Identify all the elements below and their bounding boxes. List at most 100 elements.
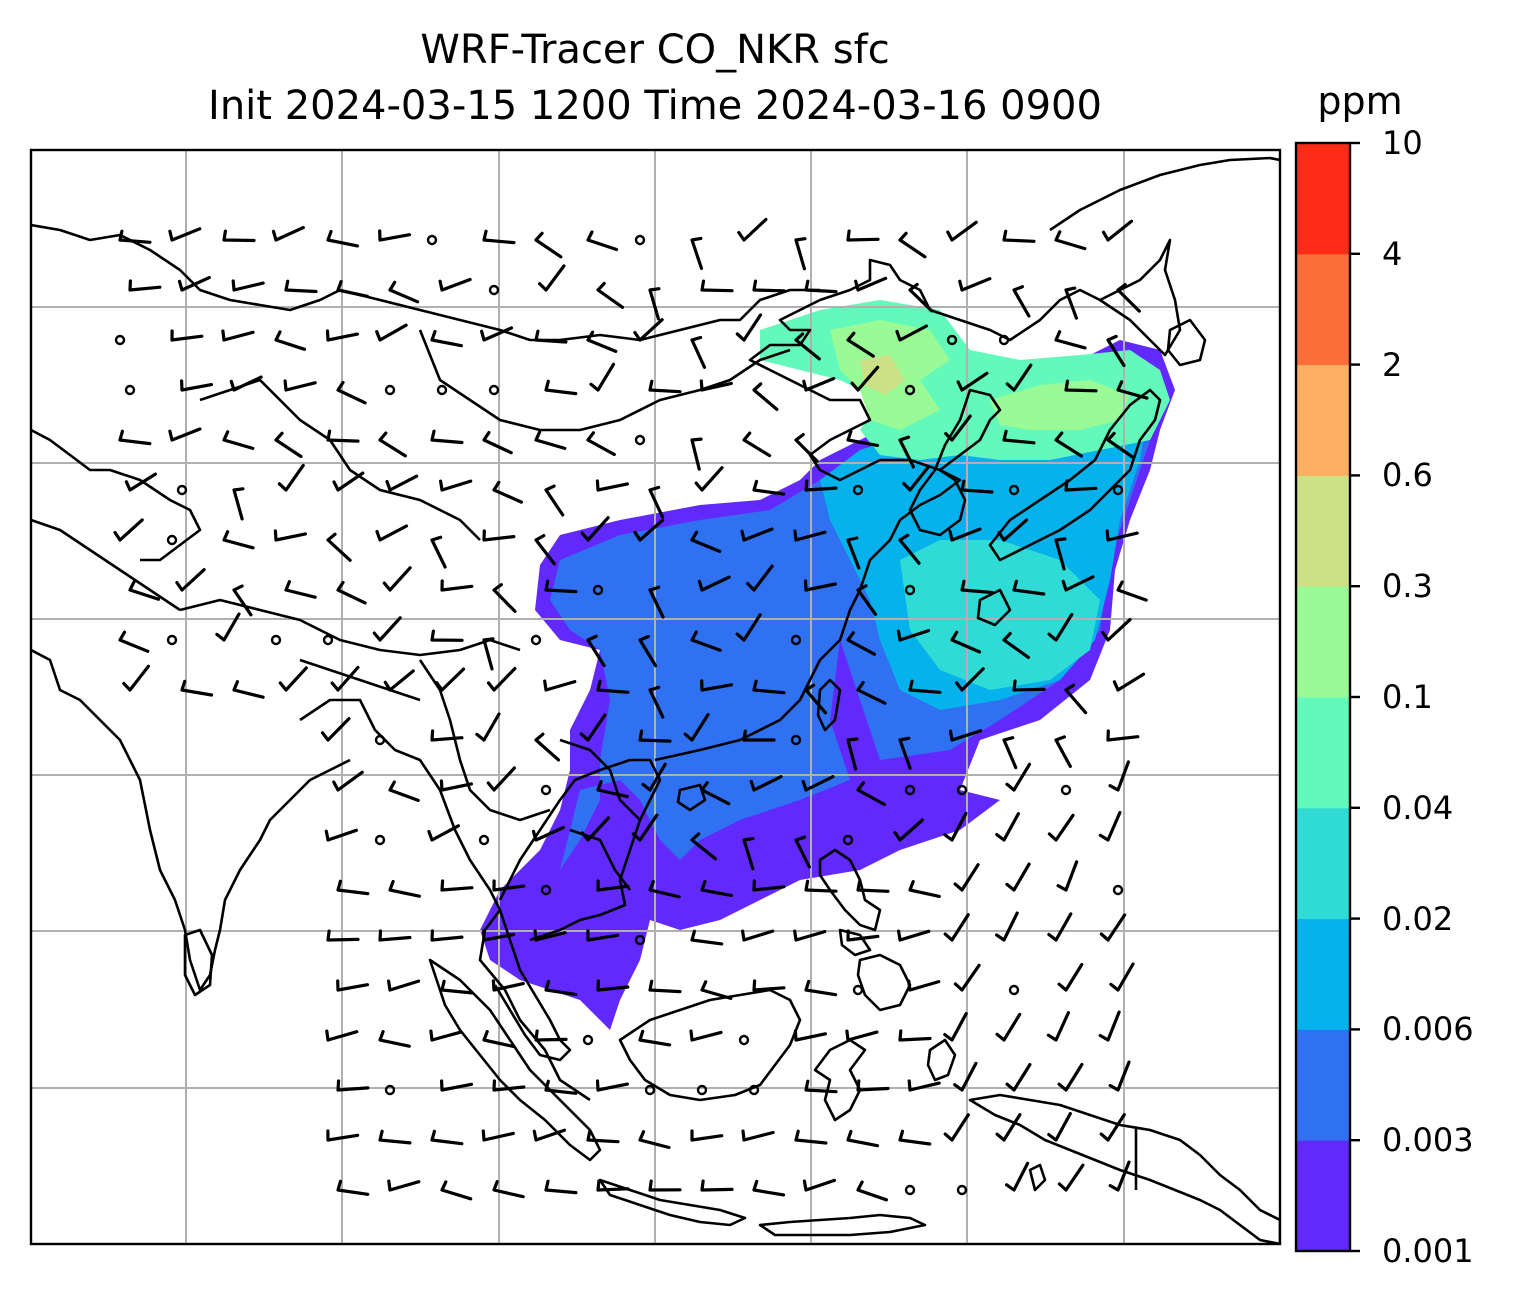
wind-barb bbox=[534, 1029, 568, 1042]
wind-barb bbox=[435, 667, 466, 692]
wind-barb bbox=[802, 376, 836, 392]
coast-halmahera bbox=[926, 1038, 957, 1082]
wind-barb bbox=[995, 1012, 1022, 1042]
wind-barb bbox=[948, 729, 983, 742]
wind-barb bbox=[118, 229, 152, 244]
wind-barb bbox=[531, 826, 565, 842]
wind-barb bbox=[944, 414, 972, 442]
wind-barb bbox=[1061, 575, 1095, 592]
calm-wind-marker bbox=[904, 784, 916, 796]
wind-barb bbox=[283, 379, 317, 392]
wind-barb bbox=[1057, 1163, 1085, 1192]
wind-barb bbox=[482, 229, 516, 245]
wind-barb bbox=[1002, 631, 1030, 659]
border-myanmar bbox=[418, 659, 551, 822]
wind-barb bbox=[580, 516, 610, 542]
wind-barb bbox=[943, 1012, 968, 1042]
wind-barb bbox=[648, 287, 661, 321]
wind-barb bbox=[641, 762, 667, 792]
wind-barb bbox=[336, 979, 370, 992]
wind-barb bbox=[430, 729, 464, 742]
wind-barb bbox=[746, 564, 774, 592]
wind-barb bbox=[1064, 683, 1088, 715]
coast-visayas bbox=[838, 928, 872, 957]
wind-barb bbox=[1054, 735, 1072, 768]
calm-wind-marker bbox=[634, 934, 646, 946]
wind-barb bbox=[752, 382, 779, 411]
coast-borneo bbox=[618, 988, 802, 1102]
wind-barb bbox=[752, 279, 786, 293]
wind-barb bbox=[846, 229, 880, 242]
wind-barb bbox=[804, 979, 838, 997]
colorbar-segment bbox=[1296, 586, 1350, 698]
wind-barb bbox=[648, 585, 665, 619]
wind-barb bbox=[492, 1079, 526, 1092]
wind-barb bbox=[854, 276, 888, 292]
wind-barb bbox=[482, 1030, 515, 1048]
coast-japan bbox=[988, 388, 1162, 562]
wind-barb bbox=[544, 579, 578, 594]
wind-barb bbox=[633, 318, 664, 342]
wind-barb bbox=[326, 532, 352, 562]
wind-barb bbox=[794, 1129, 828, 1145]
wind-barb bbox=[845, 1029, 879, 1042]
wind-barb bbox=[492, 583, 517, 613]
wind-barb bbox=[486, 766, 516, 792]
wind-barb bbox=[638, 1130, 671, 1150]
wind-barb bbox=[946, 220, 978, 242]
calm-wind-marker bbox=[488, 284, 500, 296]
wind-barb bbox=[325, 329, 359, 342]
wind-barb bbox=[896, 629, 931, 642]
wind-barb bbox=[586, 330, 618, 353]
wind-barb bbox=[802, 1178, 836, 1192]
coast-okhotsk bbox=[1098, 238, 1182, 357]
wind-barb bbox=[1098, 810, 1122, 842]
wind-barb bbox=[378, 1030, 411, 1048]
wind-barb bbox=[330, 665, 360, 692]
coast-sumatra bbox=[428, 958, 602, 1162]
coast-bengal bbox=[299, 698, 591, 1102]
wind-barb bbox=[1054, 330, 1087, 350]
coast-hainan bbox=[676, 783, 707, 812]
wind-barb bbox=[741, 1129, 775, 1142]
coast-kyushu bbox=[976, 588, 1012, 627]
wind-barb bbox=[589, 362, 616, 392]
colorbar-segment bbox=[1296, 143, 1350, 255]
wind-barb bbox=[943, 811, 968, 842]
wind-barb bbox=[232, 680, 265, 699]
wind-barb bbox=[700, 279, 734, 293]
wind-barb bbox=[953, 1061, 978, 1092]
wind-barb bbox=[794, 433, 819, 463]
wind-barb bbox=[440, 1180, 473, 1201]
calm-wind-marker bbox=[852, 484, 864, 496]
wind-barb bbox=[278, 666, 308, 692]
wind-barb bbox=[586, 1129, 620, 1144]
wind-barb bbox=[595, 1079, 629, 1092]
calm-wind-marker bbox=[852, 984, 864, 996]
wind-barb bbox=[856, 681, 887, 705]
wind-barb bbox=[271, 226, 305, 242]
wind-barb bbox=[475, 712, 501, 742]
wind-barb bbox=[850, 365, 880, 392]
wind-barb bbox=[544, 484, 565, 517]
calm-wind-marker bbox=[634, 434, 646, 446]
wind-barb bbox=[1064, 286, 1078, 320]
coast-taiwan bbox=[816, 678, 842, 732]
wind-barb bbox=[534, 329, 568, 344]
wind-barb bbox=[1054, 230, 1087, 251]
calm-wind-marker bbox=[114, 334, 126, 346]
wind-barb bbox=[752, 1179, 786, 1197]
wind-barb bbox=[492, 1180, 525, 1199]
wind-barb bbox=[956, 371, 989, 392]
wind-barb bbox=[180, 379, 214, 392]
wind-barb bbox=[544, 1179, 578, 1195]
coastlines bbox=[31, 156, 1280, 1244]
wind-barb bbox=[326, 429, 360, 443]
wind-barb bbox=[846, 429, 880, 447]
wind-barb bbox=[168, 427, 202, 442]
wind-barb bbox=[486, 666, 517, 692]
colorbar bbox=[1294, 141, 1360, 1253]
calm-wind-marker bbox=[592, 584, 604, 596]
wind-barb bbox=[856, 1079, 890, 1092]
wind-barb bbox=[1064, 479, 1098, 492]
